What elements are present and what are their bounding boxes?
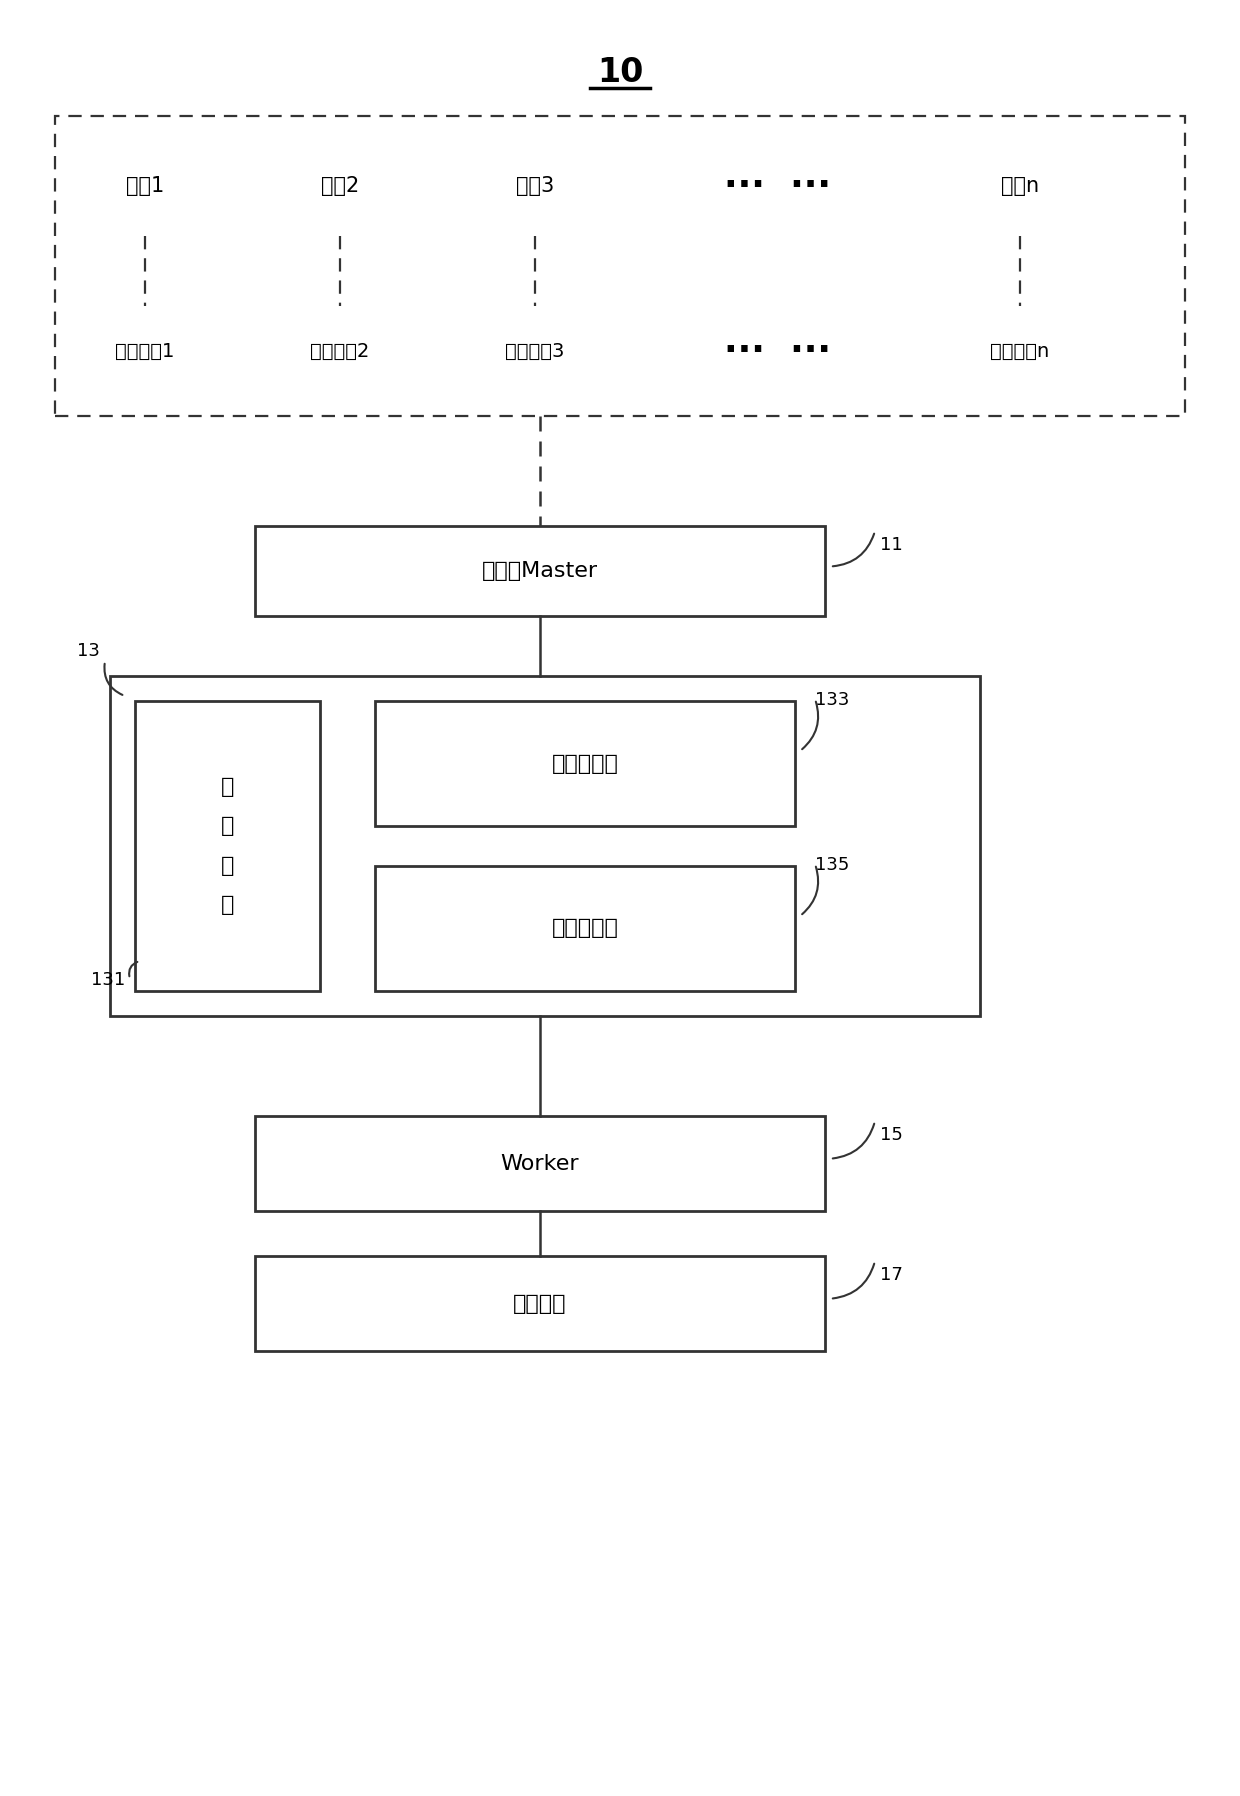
Text: 任
务
队
列: 任 务 队 列 bbox=[221, 778, 234, 914]
Text: 加载计数器: 加载计数器 bbox=[552, 754, 619, 774]
Text: 用户n: 用户n bbox=[1001, 176, 1039, 196]
Bar bbox=[68, 305, 223, 395]
Bar bbox=[949, 136, 1092, 235]
Text: 用户界面3: 用户界面3 bbox=[506, 341, 564, 361]
Text: 15: 15 bbox=[880, 1126, 903, 1144]
Bar bbox=[255, 526, 825, 616]
Text: 17: 17 bbox=[880, 1266, 903, 1284]
Text: 10: 10 bbox=[596, 56, 644, 90]
Bar bbox=[263, 305, 418, 395]
Text: 131: 131 bbox=[91, 972, 125, 990]
Bar bbox=[255, 1115, 825, 1211]
Bar bbox=[255, 1255, 825, 1351]
Bar bbox=[374, 866, 795, 991]
Bar bbox=[463, 136, 608, 235]
Text: 用户界面2: 用户界面2 bbox=[310, 341, 370, 361]
Text: 用户界面1: 用户界面1 bbox=[115, 341, 175, 361]
Text: 撤销计数器: 撤销计数器 bbox=[552, 918, 619, 939]
Bar bbox=[55, 117, 1185, 417]
Bar bbox=[374, 700, 795, 826]
Text: 预测模型: 预测模型 bbox=[513, 1293, 567, 1313]
Text: 11: 11 bbox=[880, 535, 903, 553]
Text: ···  ···: ··· ··· bbox=[724, 169, 832, 203]
Text: Worker: Worker bbox=[501, 1153, 579, 1173]
Text: 主控器Master: 主控器Master bbox=[482, 560, 598, 580]
Bar bbox=[942, 305, 1097, 395]
Text: 用户3: 用户3 bbox=[516, 176, 554, 196]
Text: 用户2: 用户2 bbox=[321, 176, 360, 196]
Text: 用户1: 用户1 bbox=[126, 176, 164, 196]
Bar bbox=[135, 700, 320, 991]
Bar bbox=[110, 675, 980, 1017]
Text: 133: 133 bbox=[815, 691, 849, 709]
Text: 135: 135 bbox=[815, 857, 849, 875]
Bar bbox=[458, 305, 613, 395]
Text: 13: 13 bbox=[77, 641, 100, 659]
Text: 用户界面n: 用户界面n bbox=[991, 341, 1049, 361]
Bar bbox=[73, 136, 218, 235]
Text: ···  ···: ··· ··· bbox=[724, 334, 832, 368]
Bar bbox=[268, 136, 413, 235]
